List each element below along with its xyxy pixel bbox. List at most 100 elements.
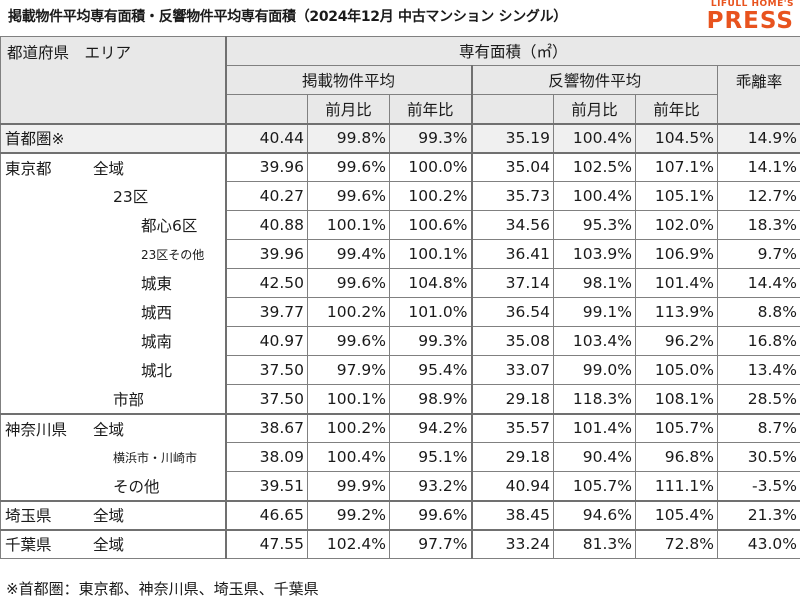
table-row: 横浜市・川崎市 38.09 100.4% 95.1% 29.18 90.4% 96.8% 30… [0, 442, 800, 472]
response-avg-cell: 37.14 [470, 268, 554, 298]
table-title: 掲載物件平均専有面積・反響物件平均専有面積（2024年12月 中古マンション シ… [8, 9, 567, 25]
response-avg-cell: 36.41 [470, 239, 554, 269]
brand-logo-top: LIFULL HOME'S [710, 0, 794, 9]
listed-avg-cell: 38.09 [224, 442, 308, 472]
listed-yoy-cell: 99.6% [389, 499, 472, 530]
response-yoy-cell: 105.4% [635, 499, 718, 530]
listed-yoy-cell: 99.3% [389, 122, 472, 153]
response-avg-cell: 29.18 [470, 442, 554, 472]
response-avg-cell: 35.08 [470, 326, 554, 356]
response-avg-cell: 35.73 [470, 181, 554, 211]
response-avg-cell: 33.07 [470, 355, 554, 385]
response-yoy-cell: 105.0% [635, 355, 718, 385]
listed-avg-cell: 39.96 [224, 239, 308, 269]
table-row: 城南 40.97 99.6% 99.3% 35.08 103.4% 96.2% 16.8% [0, 326, 800, 356]
listed-avg-cell: 37.50 [224, 355, 308, 385]
response-mom-cell: 95.3% [553, 210, 636, 240]
response-yoy-cell: 113.9% [635, 297, 718, 327]
listed-avg-cell: 40.88 [224, 210, 308, 240]
area-label: 全域 [93, 420, 125, 439]
response-yoy-cell: 107.1% [635, 151, 718, 182]
response-yoy-cell: 104.5% [635, 122, 718, 153]
divergence-cell: 30.5% [717, 442, 800, 472]
region-cell: 横浜市・川崎市 [0, 442, 226, 472]
divergence-cell: 13.4% [717, 355, 800, 385]
table-row: 神奈川県 全域 38.67 100.2% 94.2% 35.57 101.4% 105.7% 8… [0, 412, 800, 443]
listed-yoy-cell: 97.7% [389, 528, 472, 559]
response-yoy-header: 前年比 [635, 94, 718, 124]
response-avg-cell: 35.04 [470, 151, 554, 182]
response-yoy-cell: 102.0% [635, 210, 718, 240]
listed-avg-cell: 39.51 [224, 471, 308, 501]
table-row: その他 39.51 99.9% 93.2% 40.94 105.7% 111.1% -3.5% [0, 471, 800, 501]
listed-avg-cell: 37.50 [224, 384, 308, 414]
divergence-cell: 14.4% [717, 268, 800, 298]
region-cell: 城南 [0, 326, 226, 356]
region-cell: 東京都 全域 [0, 151, 226, 182]
table-row: 埼玉県 全域 46.65 99.2% 99.6% 38.45 94.6% 105.4% 21.3… [0, 499, 800, 530]
listed-yoy-header: 前年比 [389, 94, 472, 124]
listed-yoy-cell: 101.0% [389, 297, 472, 327]
table-row: 首都圏※ 40.44 99.8% 99.3% 35.19 100.4% 104.5% 14.9… [0, 122, 800, 153]
table-row: 23区 40.27 99.6% 100.2% 35.73 100.4% 105.1% 12.7… [0, 181, 800, 211]
response-mom-cell: 99.1% [553, 297, 636, 327]
area-label: 全域 [93, 159, 125, 178]
listed-mom-cell: 100.4% [307, 442, 390, 472]
response-yoy-cell: 72.8% [635, 528, 718, 559]
table-row: 城西 39.77 100.2% 101.0% 36.54 99.1% 113.9% 8.8% [0, 297, 800, 327]
response-mom-cell: 98.1% [553, 268, 636, 298]
listed-avg-cell: 39.77 [224, 297, 308, 327]
response-avg-cell: 33.24 [470, 528, 554, 559]
area-label: 都心6区 [141, 217, 198, 235]
response-mom-cell: 100.4% [553, 122, 636, 153]
listed-mom-cell: 99.6% [307, 151, 390, 182]
table-row: 城東 42.50 99.6% 104.8% 37.14 98.1% 101.4% 14.4% [0, 268, 800, 298]
listed-yoy-cell: 100.2% [389, 181, 472, 211]
listed-yoy-cell: 95.1% [389, 442, 472, 472]
region-cell: 都心6区 [0, 210, 226, 240]
listed-blank-header [224, 94, 308, 124]
listed-avg-cell: 42.50 [224, 268, 308, 298]
listed-mom-cell: 99.9% [307, 471, 390, 501]
divergence-cell: 18.3% [717, 210, 800, 240]
region-cell: 首都圏※ [0, 122, 226, 153]
divergence-cell: 9.7% [717, 239, 800, 269]
response-yoy-cell: 105.1% [635, 181, 718, 211]
listed-mom-cell: 97.9% [307, 355, 390, 385]
response-mom-cell: 90.4% [553, 442, 636, 472]
area-label: 23区 [113, 188, 149, 206]
response-yoy-cell: 105.7% [635, 412, 718, 443]
table-row: 都心6区 40.88 100.1% 100.6% 34.56 95.3% 102.0% 18.… [0, 210, 800, 240]
listed-mom-cell: 99.6% [307, 326, 390, 356]
response-mom-cell: 100.4% [553, 181, 636, 211]
table-row: 市部 37.50 100.1% 98.9% 29.18 118.3% 108.1% 28.5% [0, 384, 800, 414]
region-cell: 城北 [0, 355, 226, 385]
area-label: 全域 [93, 507, 125, 525]
prefecture-label: 東京都 [5, 159, 52, 178]
listed-yoy-cell: 94.2% [389, 412, 472, 443]
listed-yoy-cell: 93.2% [389, 471, 472, 501]
divergence-cell: 28.5% [717, 384, 800, 414]
prefecture-label: 神奈川県 [5, 420, 68, 439]
listed-avg-cell: 38.67 [224, 412, 308, 443]
listed-avg-cell: 40.44 [224, 122, 308, 153]
divergence-cell: 8.7% [717, 412, 800, 443]
region-cell: 千葉県 全域 [0, 528, 226, 559]
listed-yoy-cell: 100.6% [389, 210, 472, 240]
divergence-cell: -3.5% [717, 471, 800, 501]
listed-mom-header: 前月比 [307, 94, 390, 124]
region-cell: 23区その他 [0, 239, 226, 269]
divergence-header: 乖離率 [717, 65, 800, 124]
listed-mom-cell: 99.6% [307, 181, 390, 211]
listed-yoy-cell: 100.0% [389, 151, 472, 182]
prefecture-label: 首都圏※ [5, 130, 65, 148]
table-row: 城北 37.50 97.9% 95.4% 33.07 99.0% 105.0% 13.4% [0, 355, 800, 385]
response-avg-cell: 36.54 [470, 297, 554, 327]
table-row: 千葉県 全域 47.55 102.4% 97.7% 33.24 81.3% 72.8% 43.0… [0, 528, 800, 559]
listed-mom-cell: 99.6% [307, 268, 390, 298]
listed-yoy-cell: 98.9% [389, 384, 472, 414]
listed-mom-cell: 100.1% [307, 384, 390, 414]
group-header: 専有面積（㎡） [224, 36, 800, 66]
response-avg-cell: 29.18 [470, 384, 554, 414]
prefecture-label: 千葉県 [5, 536, 52, 555]
